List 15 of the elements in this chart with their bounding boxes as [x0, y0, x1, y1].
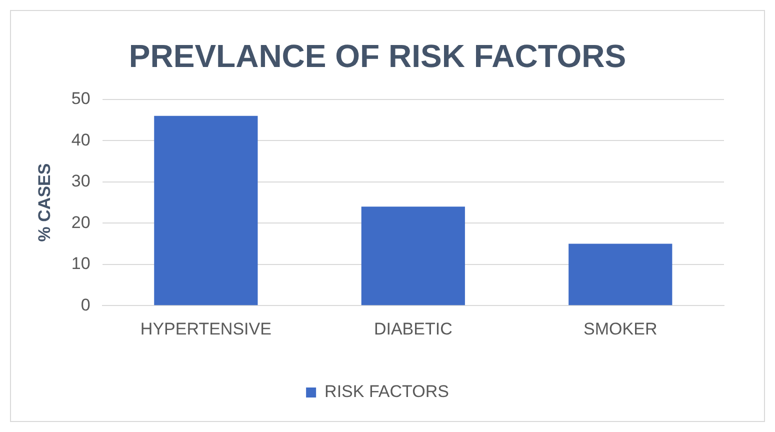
chart-title: PREVLANCE OF RISK FACTORS [128, 38, 626, 74]
y-tick-label: 0 [80, 295, 90, 314]
y-axis-title: % CASES [34, 163, 54, 242]
y-tick-label: 20 [71, 212, 90, 232]
bar [154, 116, 258, 306]
y-tick-label: 50 [71, 89, 90, 108]
x-tick-label: HYPERTENSIVE [140, 319, 272, 338]
y-tick-label: 30 [71, 172, 90, 191]
bar [568, 244, 672, 306]
bar [361, 206, 465, 306]
legend-label: RISK FACTORS [324, 382, 449, 402]
y-tick-label: 10 [71, 254, 90, 274]
y-tick-label: 40 [71, 130, 90, 150]
x-tick-label: SMOKER [584, 319, 658, 338]
x-tick-label: DIABETIC [374, 319, 452, 338]
